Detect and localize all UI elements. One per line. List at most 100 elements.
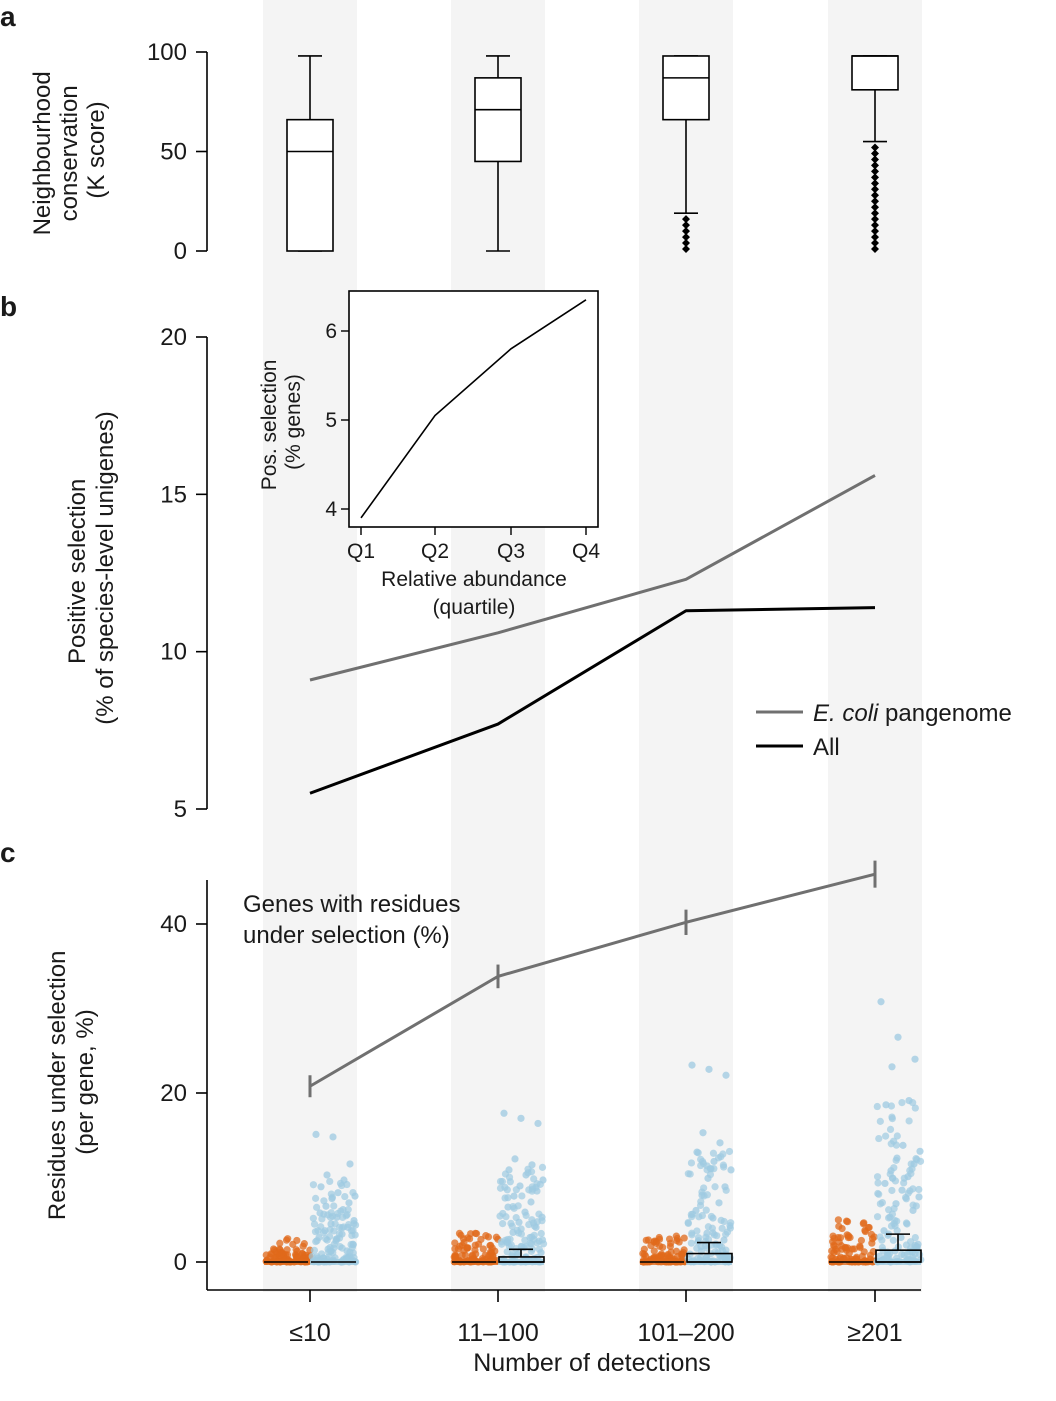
panel-c-blue-dot xyxy=(898,1250,906,1259)
panel-c-blue-dot xyxy=(684,1218,692,1227)
panel-a-outlier-11 xyxy=(871,179,879,188)
panel-c-blue-dot xyxy=(517,1230,526,1238)
panel-c-orange-dot xyxy=(842,1217,851,1225)
panel-a-outlier-3 xyxy=(871,227,879,236)
panel-c-blue-point-3 xyxy=(511,1155,519,1163)
panel-c-blue-dot xyxy=(702,1206,710,1214)
panel-a-outlier-3 xyxy=(682,227,690,236)
panel-c-blue-point-15 xyxy=(703,1229,711,1237)
panel-c-blue-dot xyxy=(707,1165,715,1173)
panel-c-orange-dot xyxy=(856,1243,864,1252)
panel-c-blue-dot xyxy=(889,1174,897,1182)
panel-c-blue-dot xyxy=(309,1181,318,1189)
panel-c-blue-point-5 xyxy=(693,1148,701,1156)
panel-a-outlier-4 xyxy=(871,221,879,230)
panel-c-blue-point-13 xyxy=(898,1186,906,1194)
panel-a-outlier-15 xyxy=(871,155,879,164)
panel-c-blue-point-10 xyxy=(510,1192,518,1200)
panel-c-blue-point-16 xyxy=(909,1206,917,1215)
panel-c-orange-dot xyxy=(640,1245,648,1253)
panel-c-blue-point-6 xyxy=(522,1171,530,1179)
panel-c-y-tick-label-0: 0 xyxy=(174,1249,187,1276)
panel-c-blue-point-22 xyxy=(326,1244,334,1252)
panel-c-ylabel-line2: (per gene, %) xyxy=(72,1009,99,1154)
panel-c-orange-dot xyxy=(482,1232,490,1240)
panel-c-genes-line xyxy=(309,872,876,1088)
panel-c-blue-dot xyxy=(713,1232,721,1240)
panel-c-blue-point-14 xyxy=(538,1213,546,1221)
panel-c-blue-point-21 xyxy=(914,1240,922,1248)
panel-c-orange-dot xyxy=(486,1248,495,1256)
panel-c-blue-dot xyxy=(320,1197,328,1205)
panel-c-blue-dot xyxy=(326,1232,334,1241)
panel-c-blue-point-12 xyxy=(316,1209,324,1217)
panel-a-iqr-box xyxy=(851,55,899,91)
panel-c-orange-dot xyxy=(834,1216,842,1224)
panel-c-blue-point-19 xyxy=(503,1238,511,1247)
panel-b-y-tick-label-15: 15 xyxy=(160,481,187,508)
panel-c-orange-dot xyxy=(650,1247,658,1255)
panel-c-orange-dot xyxy=(276,1239,284,1247)
panel-c-blue-dot xyxy=(342,1212,350,1220)
panel-a-outlier-13 xyxy=(871,167,879,176)
panel-c-blue-dot xyxy=(915,1185,923,1194)
panel-c-blue-dot xyxy=(893,1132,901,1140)
panel-c-blue-dot xyxy=(898,1098,906,1107)
panel-c-ylabel-line1: Residues under selection xyxy=(44,951,71,1221)
panel-c-blue-dot xyxy=(873,1173,882,1181)
panel-c-blue-dot xyxy=(310,1246,319,1254)
panel-c-blue-point-0 xyxy=(500,1109,508,1117)
panel-c-blue-point-19 xyxy=(315,1233,323,1242)
panel-c-blue-point-13 xyxy=(333,1213,341,1221)
panel-a-ylabel-line2: conservation xyxy=(56,85,83,221)
panel-c-blue-dot xyxy=(496,1212,504,1220)
panel-c-blue-dot xyxy=(697,1197,705,1206)
panel-a-ylabel: Neighbourhood conservation (K score) xyxy=(29,65,110,236)
panel-c-orange-dot xyxy=(652,1239,660,1247)
panel-c-blue-point-1 xyxy=(329,1133,337,1141)
panel-c-y-tick-label-20: 20 xyxy=(160,1080,187,1107)
panel-c-blue-dot xyxy=(313,1203,321,1211)
panel-c-blue-dot xyxy=(687,1239,695,1247)
panel-a-outlier-12 xyxy=(871,173,879,182)
panel-c-blue-dot xyxy=(527,1168,536,1176)
panel-c-blue-cloud-3 xyxy=(873,998,925,1266)
panel-c-orange-dot xyxy=(672,1247,681,1255)
panel-c-blue-box xyxy=(875,1233,922,1263)
panel-c-blue-point-7 xyxy=(916,1147,924,1155)
panel-c-blue-point-1 xyxy=(894,1033,902,1041)
panel-b-y-tick-label-10: 10 xyxy=(160,639,187,666)
panel-a-outlier-4 xyxy=(682,221,690,230)
panel-c-orange-dot xyxy=(860,1219,868,1227)
panel-b-ylabel-line2: (% of species-level unigenes) xyxy=(92,411,119,725)
panel-c-orange-dot xyxy=(667,1248,675,1256)
panel-a-iqr-box xyxy=(286,118,334,252)
panel-c-blue-point-17 xyxy=(321,1227,329,1235)
panel-c-blue-point-6 xyxy=(334,1189,342,1197)
panel-c-blue-point-18 xyxy=(338,1230,346,1238)
panel-c-blue-dot xyxy=(873,1213,882,1221)
panel-c-blue-cloud-1 xyxy=(496,1109,548,1266)
inset-xtick-label-Q2: Q2 xyxy=(421,540,449,563)
panel-c-blue-dot xyxy=(905,1117,913,1125)
panel-c-blue-point-9 xyxy=(721,1183,729,1191)
inset-xlabel-line2: (quartile) xyxy=(433,596,516,619)
panel-c-blue-point-3 xyxy=(323,1171,331,1179)
panel-c-blue-point-14 xyxy=(726,1222,734,1230)
panel-c-blue-dot xyxy=(533,1180,541,1188)
panel-c-orange-cloud-2 xyxy=(639,1232,689,1266)
panel-c-blue-dot xyxy=(684,1170,692,1178)
panel-a-outlier-16 xyxy=(871,149,879,158)
panel-a-y-tick-label-0: 0 xyxy=(174,238,187,265)
panel-c-blue-dot xyxy=(916,1157,925,1165)
panel-c-blue-dot xyxy=(537,1229,545,1238)
panel-a-outlier-2 xyxy=(682,233,690,242)
panel-a-outlier-5 xyxy=(871,215,879,224)
panel-b-inset: Pos. selection (% genes) Relative abunda… xyxy=(258,290,600,619)
panel-c-blue-dot xyxy=(886,1125,895,1133)
panel-c-blue-point-7 xyxy=(539,1176,547,1184)
panel-c-orange-dot xyxy=(835,1222,843,1230)
x-tick-label-1: 11–100 xyxy=(457,1319,539,1347)
panel-c-blue-cloud-0 xyxy=(308,1130,360,1266)
panel-c-blue-dot xyxy=(505,1173,514,1181)
